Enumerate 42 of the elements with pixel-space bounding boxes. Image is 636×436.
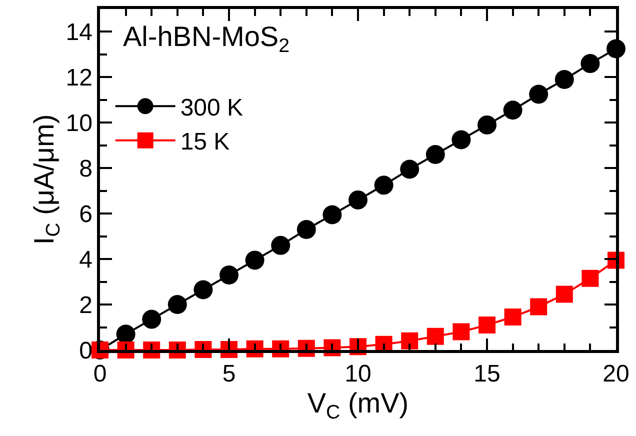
y-tick-label: 4	[79, 246, 92, 274]
point	[220, 265, 238, 284]
point	[401, 332, 418, 350]
legend-label: 300 K	[180, 94, 244, 122]
point	[503, 100, 522, 120]
point	[400, 160, 420, 179]
point	[580, 54, 600, 74]
point	[271, 236, 290, 255]
y-tick-label: 6	[79, 201, 92, 228]
point	[452, 130, 471, 150]
x-tick-label: 20	[602, 360, 630, 388]
point	[374, 176, 394, 195]
y-tick-label: 0	[79, 337, 92, 364]
legend-label: 15 K	[180, 128, 230, 156]
x-tick-label: 5	[222, 360, 236, 388]
point	[504, 308, 522, 326]
y-tick-label: 2	[79, 292, 92, 319]
point	[426, 328, 444, 345]
point	[296, 220, 316, 239]
point	[426, 144, 445, 164]
x-axis-title: V$_{C}$ (mV)	[307, 388, 409, 424]
annotation: Al-hBN-MoS$_{2}$	[123, 21, 290, 57]
point	[554, 70, 574, 89]
point	[142, 310, 162, 329]
y-tick-label: 10	[66, 110, 92, 138]
point	[322, 205, 342, 224]
point	[530, 298, 548, 316]
point	[452, 323, 470, 340]
x-tick-label: 10	[344, 360, 372, 388]
y-tick-label: 14	[66, 19, 92, 46]
point	[529, 84, 548, 104]
point	[168, 295, 187, 314]
y-tick-label: 8	[79, 156, 92, 183]
point	[245, 250, 264, 270]
point	[556, 286, 573, 303]
x-tick-label: 15	[474, 360, 500, 388]
point	[478, 115, 496, 134]
point	[478, 316, 496, 334]
point	[582, 270, 599, 287]
y-tick-label: 12	[66, 64, 92, 92]
point	[348, 190, 368, 210]
point	[194, 280, 213, 300]
